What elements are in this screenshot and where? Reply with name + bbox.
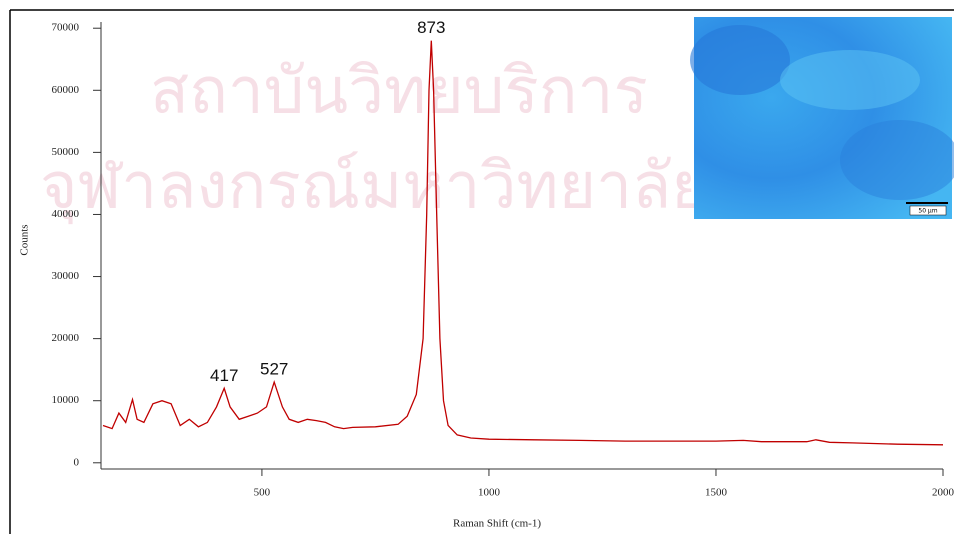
scale-label: 50 µm	[918, 208, 937, 215]
inset-region	[780, 50, 920, 110]
y-axis-label: Counts	[19, 224, 31, 255]
watermark: สถาบันวิทยบริการ	[150, 55, 648, 129]
y-tick-label: 70000	[52, 22, 80, 34]
watermark: จุฬาลงกรณ์มหาวิทยาลัย	[40, 150, 709, 225]
x-tick-label: 500	[254, 487, 271, 499]
y-tick-label: 40000	[52, 208, 80, 220]
peak-label: 527	[260, 360, 288, 379]
x-tick-label: 1000	[478, 487, 501, 499]
y-tick-label: 30000	[52, 270, 80, 282]
x-tick-label: 2000	[932, 487, 954, 499]
scale-box	[909, 205, 947, 216]
inset-region	[840, 120, 954, 200]
y-tick-label: 20000	[52, 332, 80, 344]
y-tick-label: 60000	[52, 84, 80, 96]
x-axis-label: Raman Shift (cm-1)	[453, 518, 541, 530]
inset-image: 50 µm	[690, 17, 954, 219]
spectrum-line	[102, 40, 944, 446]
inset-region	[690, 25, 790, 95]
peak-label: 873	[417, 18, 445, 37]
x-tick-label: 1500	[705, 487, 728, 499]
y-tick-label: 50000	[52, 146, 80, 158]
peak-label: 417	[210, 366, 238, 385]
y-tick-label: 10000	[52, 394, 80, 406]
y-tick-label: 0	[74, 456, 80, 468]
